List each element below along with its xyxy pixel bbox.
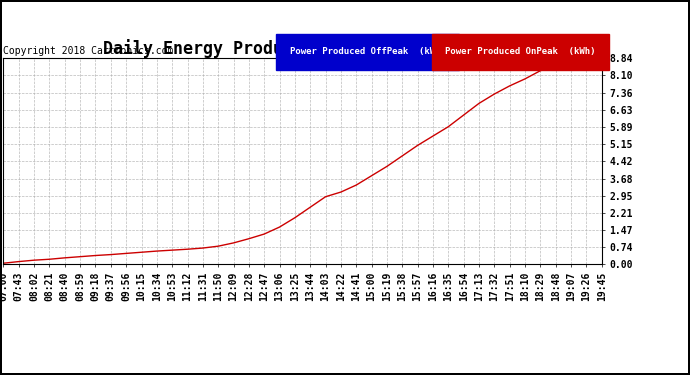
Text: Power Produced OnPeak  (kWh): Power Produced OnPeak (kWh)	[445, 47, 595, 56]
Title: Daily Energy Production Mon May 14 20:01: Daily Energy Production Mon May 14 20:01	[103, 39, 502, 58]
Text: Copyright 2018 Cartronics.com: Copyright 2018 Cartronics.com	[3, 46, 174, 56]
Text: Power Produced OffPeak  (kWh): Power Produced OffPeak (kWh)	[290, 47, 446, 56]
